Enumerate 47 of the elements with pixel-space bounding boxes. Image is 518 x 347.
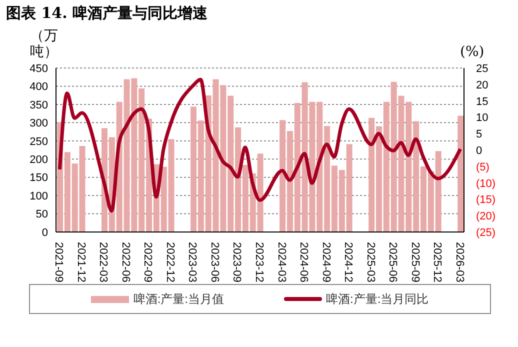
x-tick-label: 2024-09 — [320, 242, 332, 282]
y2-axis-title: (%) — [460, 44, 484, 60]
y2-tick-label: 0 — [476, 145, 482, 157]
y-tick-label: 200 — [30, 154, 48, 166]
legend-label: 啤酒:产量:当月值 — [133, 290, 224, 308]
y2-tick-label: 10 — [476, 112, 488, 124]
x-tick-label: 2022-06 — [119, 242, 132, 282]
y2-tick-label: 25 — [476, 63, 488, 75]
y2-tick-label: 20 — [476, 79, 488, 92]
y-tick-label: 300 — [30, 118, 48, 130]
chart-title: 图表 14. 啤酒产量与同比增速 — [6, 4, 208, 22]
x-tick-label: 2025-12 — [431, 242, 444, 282]
y-tick-label: 0 — [42, 226, 48, 239]
x-tick-label: 2023-06 — [208, 242, 220, 282]
x-tick-label: 2026-03 — [453, 242, 466, 282]
y2-tick-label: (20) — [476, 210, 496, 223]
y-tick-label: 50 — [36, 208, 48, 221]
bar — [458, 116, 464, 232]
y-tick-label: 150 — [30, 172, 48, 184]
x-tick-label: 2022-12 — [164, 242, 176, 282]
y-tick-label: 400 — [30, 81, 48, 94]
x-tick-label: 2025-09 — [408, 242, 421, 282]
x-tick-label: 2021-12 — [74, 242, 87, 282]
y-tick-label: 100 — [30, 190, 48, 202]
y-tick-label: 350 — [30, 99, 48, 112]
x-tick-label: 2023-09 — [230, 242, 243, 282]
y-tick-label: 250 — [30, 136, 48, 148]
legend-label: 啤酒:产量:当月同比 — [326, 290, 429, 308]
y-tick-label: 450 — [30, 62, 48, 75]
x-tick-label: 2025-06 — [386, 242, 399, 282]
y2-tick-label: 15 — [476, 96, 488, 108]
x-tick-label: 2022-09 — [142, 242, 154, 282]
x-tick-label: 2024-03 — [275, 242, 288, 282]
line-series — [58, 78, 462, 213]
x-tick-label: 2025-03 — [364, 242, 376, 282]
y2-tick-label: 5 — [476, 128, 482, 141]
y-axis-title: （万吨） — [30, 28, 59, 60]
y2-tick-label: (10) — [476, 178, 496, 190]
x-tick-label: 2024-06 — [298, 242, 310, 282]
x-tick-label: 2023-12 — [253, 242, 265, 282]
x-tick-label: 2024-12 — [342, 242, 354, 282]
y2-tick-label: (5) — [476, 161, 490, 174]
x-tick-label: 2022-03 — [97, 242, 110, 282]
y2-tick-label: (25) — [476, 227, 496, 239]
x-tick-label: 2023-03 — [186, 242, 198, 282]
y2-tick-label: (15) — [476, 194, 496, 206]
x-tick-label: 2021-09 — [52, 242, 65, 282]
